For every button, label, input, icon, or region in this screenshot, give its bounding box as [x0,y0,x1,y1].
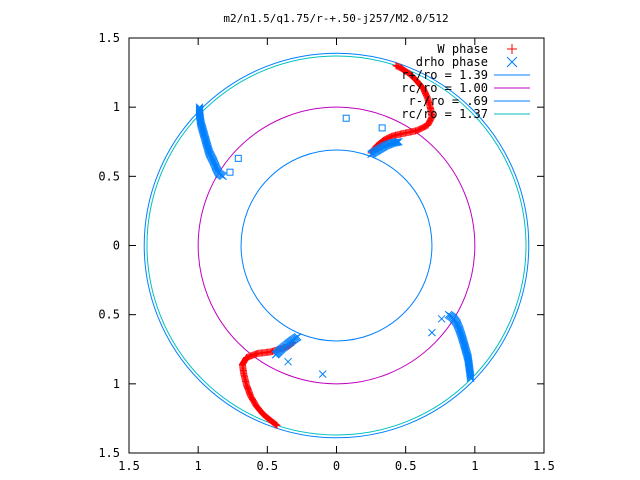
data-markers [195,62,475,429]
x-tick-label: 0 [333,459,340,473]
legend-label: rc/ro = 1.00 [401,81,488,95]
reference-circle-2 [240,149,433,342]
square-marker [342,114,350,122]
y-tick-label: 1.5 [98,446,120,460]
x-tick-label: 1.5 [533,459,555,473]
x-tick-label: 1 [195,459,202,473]
square-marker [378,124,386,132]
drho-phase-marker [393,138,402,146]
y-tick-label: 0.5 [98,169,120,183]
reference-circle-1 [197,106,476,385]
x-tick-labels: 1.5 1 0.5 0 0.5 1 1.5 [118,459,555,473]
reference-circles [143,52,530,439]
drho-phase-marker [466,374,475,383]
drho-phase-marker [466,371,475,380]
legend-label: r-/ro = .69 [409,94,488,108]
drho-phase-marker [284,357,292,366]
x-tick-label: 1 [471,459,478,473]
square-marker [226,168,234,176]
y-tick-label: 0.5 [98,308,120,322]
drho-phase-marker [219,172,227,181]
drho-phase-marker [466,373,475,381]
drho-phase-marker [394,137,403,146]
y-tick-label: 1 [113,377,120,391]
square-marker [234,154,242,162]
drho-phase-marker [318,370,327,379]
drho-phase-marker [428,328,436,337]
legend-sample-0 [507,44,517,54]
reference-circle-3 [146,55,527,436]
legend-sample-1 [506,56,518,68]
y-tick-label: 1 [113,100,120,114]
y-tick-labels: 1.5 1 0.5 0 0.5 1 1.5 [98,31,120,460]
y-tick-label: 1.5 [98,31,120,45]
x-tick-label: 0.5 [256,459,278,473]
chart-title: m2/n1.5/q1.75/r-+.50-j257/M2.0/512 [223,12,448,25]
drho-phase-marker [437,314,446,323]
axis-ticks [128,37,545,454]
reference-circle-0 [143,52,530,439]
legend-label: W phase [437,42,488,56]
y-tick-label: 0 [113,239,120,253]
legend-label: drho phase [416,55,488,69]
legend-label: rc/ro = 1.37 [401,107,488,121]
x-tick-label: 0.5 [395,459,417,473]
drho-phase-marker [392,138,401,147]
x-tick-label: 1.5 [118,459,140,473]
legend-label: r+/ro = 1.39 [401,68,488,82]
drho-phase-marker [271,350,280,359]
